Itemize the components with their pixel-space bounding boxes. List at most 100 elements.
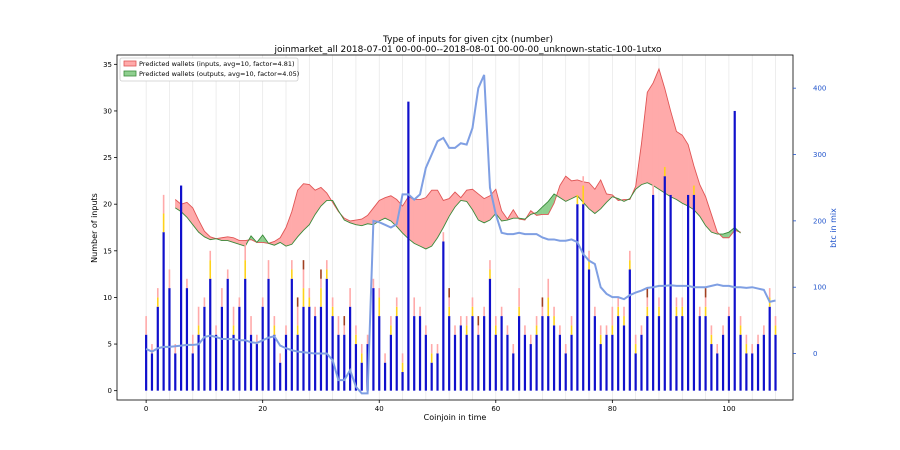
btc-in-mix-line [145,74,776,395]
bar-remix-segment [337,316,340,335]
chart-title: Type of inputs for given cjtx (number) [382,35,553,45]
legend-swatch-inputs [123,60,137,67]
bar [162,232,165,391]
bar [710,344,713,391]
bar-remix-segment [553,306,555,317]
bar-remix-segment [436,344,439,354]
inputs-band-fill [297,183,304,238]
bar [349,306,352,391]
bar [576,204,579,391]
bar-remix-segment [203,297,206,307]
bar-fresh-segment [291,269,293,279]
bar-fresh-segment [623,316,625,326]
y-tick-label: 20 [103,201,112,209]
bar-old-segment [320,269,322,279]
bar [558,334,561,391]
bar-remix-segment [151,344,153,354]
bar-fresh-segment [629,260,631,270]
bar-remix-segment [669,176,672,195]
legend-label-inputs: Predicted wallets (inputs, avg=10, facto… [139,60,295,68]
bar-remix-segment [512,344,515,354]
bar [343,334,346,391]
bar-remix-segment [763,325,765,335]
bar [751,353,754,391]
x-tick-label: 0 [144,405,148,413]
bar-fresh-segment [448,306,450,317]
inputs-band-fill [431,190,438,247]
bar [506,334,509,391]
bar-remix-segment [477,325,480,335]
bar-remix-segment [302,269,305,289]
bar [197,334,200,391]
bar [640,334,643,391]
bar-remix-segment [611,306,614,326]
inputs-band-fill [588,182,596,214]
bar-remix-segment [372,278,375,289]
bar-fresh-segment [570,325,573,335]
bar-old-segment [704,288,707,298]
bar-fresh-segment [518,306,520,317]
bar-remix-segment [162,194,165,214]
bar-remix-segment [570,316,573,326]
bar-remix-segment [693,176,695,186]
bar [739,334,742,391]
inputs-band-fill [483,195,491,224]
bar [185,288,189,391]
bar [745,353,748,391]
x-tick-label: 60 [491,405,500,413]
bar-remix-segment [658,297,660,307]
bar-old-segment [477,316,480,326]
bar-remix-segment [244,241,247,261]
bar [290,278,293,391]
bar-fresh-segment [471,306,474,317]
bar [587,269,591,391]
inputs-band-line [174,67,741,244]
bar-fresh-segment [232,325,235,335]
bar-old-segment [296,297,299,307]
bar-fresh-segment [704,306,707,317]
bar [716,353,719,391]
bar-old-segment [302,260,305,270]
bar-remix-segment [366,334,369,345]
bar-remix-segment [646,297,649,307]
bar [617,316,620,391]
bar [308,306,311,391]
bar-remix-segment [663,148,666,167]
bar [220,306,223,391]
bar-fresh-segment [465,325,468,335]
bar-remix-segment [349,288,351,307]
bar-remix-segment [238,297,241,307]
x-tick-label: 100 [722,405,735,413]
inputs-band-fill [419,197,427,250]
bar-remix-segment [273,316,276,326]
y-tick-label: 0 [108,387,112,395]
bar [494,334,497,391]
y-tick-label: 30 [103,107,112,115]
bar-remix-segment [267,260,270,279]
x-tick-label: 80 [608,405,617,413]
bar-fresh-segment [395,306,398,317]
bar [296,334,299,391]
bar-remix-segment [582,176,585,186]
bar-remix-segment [215,325,217,335]
input-bars [145,101,777,391]
bar-remix-segment [355,325,357,335]
bar-fresh-segment [320,288,322,307]
bar-remix-segment [541,306,544,317]
inputs-band-fill [658,68,665,194]
bar [395,316,398,391]
bar-fresh-segment [693,185,695,195]
bar-remix-segment [494,316,497,326]
bar-fresh-segment [355,334,357,345]
bar-remix-segment [652,176,654,195]
legend-label-outputs: Predicted wallets (outputs, avg=10, fact… [139,70,299,78]
y2-tick-label: 300 [813,151,826,159]
bar-remix-segment [518,288,520,307]
y2-axis-label: btc in mix [829,208,838,248]
bar [389,334,392,391]
bar-remix-segment [751,344,754,354]
bar-remix-segment [722,325,724,335]
bar [582,204,585,391]
bar-remix-segment [413,297,416,317]
bar-fresh-segment [308,297,311,307]
